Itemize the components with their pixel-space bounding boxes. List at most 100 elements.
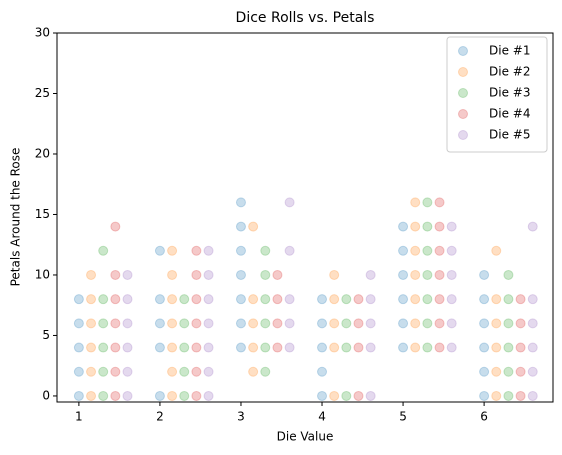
point — [434, 221, 445, 232]
legend-label: Die #4 — [489, 107, 530, 121]
point — [110, 318, 121, 329]
point — [284, 294, 295, 305]
y-tick-label: 30 — [35, 26, 50, 40]
point — [272, 269, 283, 280]
point — [479, 318, 490, 329]
point — [422, 342, 433, 353]
point — [167, 269, 178, 280]
point — [422, 269, 433, 280]
point — [98, 342, 109, 353]
point — [167, 390, 178, 401]
point — [317, 366, 328, 377]
point — [422, 294, 433, 305]
point — [179, 342, 190, 353]
point — [491, 318, 502, 329]
point — [491, 342, 502, 353]
point — [191, 390, 202, 401]
point — [329, 269, 340, 280]
point — [284, 197, 295, 208]
point — [260, 318, 271, 329]
y-tick-label: 0 — [42, 388, 50, 402]
point — [398, 221, 409, 232]
point — [284, 318, 295, 329]
point — [167, 318, 178, 329]
point — [410, 342, 421, 353]
point — [272, 342, 283, 353]
point — [235, 221, 246, 232]
point — [317, 390, 328, 401]
y-tick-label: 5 — [42, 328, 50, 342]
point — [446, 294, 457, 305]
point — [527, 294, 538, 305]
point — [341, 390, 352, 401]
point — [260, 366, 271, 377]
point — [284, 245, 295, 256]
point — [110, 269, 121, 280]
point — [491, 245, 502, 256]
x-axis-label: Die Value — [277, 430, 334, 444]
point — [503, 342, 514, 353]
point — [203, 294, 214, 305]
point — [167, 366, 178, 377]
point — [86, 390, 97, 401]
point — [434, 269, 445, 280]
point — [491, 294, 502, 305]
legend-marker — [458, 88, 468, 98]
point — [235, 342, 246, 353]
legend-label: Die #1 — [489, 44, 530, 58]
point — [317, 294, 328, 305]
point — [248, 221, 259, 232]
legend: Die #1 Die #2 Die #3 Die #4 Die #5 — [446, 36, 548, 153]
point — [446, 318, 457, 329]
point — [248, 342, 259, 353]
point — [191, 342, 202, 353]
legend-marker — [458, 109, 468, 119]
point — [503, 294, 514, 305]
point — [446, 221, 457, 232]
point — [515, 390, 526, 401]
point — [203, 366, 214, 377]
point — [73, 390, 84, 401]
point — [191, 294, 202, 305]
point — [235, 318, 246, 329]
point — [317, 318, 328, 329]
point — [410, 269, 421, 280]
point — [167, 342, 178, 353]
point — [434, 197, 445, 208]
point — [410, 197, 421, 208]
point — [73, 342, 84, 353]
point — [110, 366, 121, 377]
point — [122, 294, 133, 305]
point — [398, 294, 409, 305]
legend-marker — [458, 46, 468, 56]
point — [329, 342, 340, 353]
point — [122, 318, 133, 329]
point — [410, 221, 421, 232]
point — [527, 390, 538, 401]
y-tick-label: 25 — [35, 86, 50, 100]
point — [329, 294, 340, 305]
point — [86, 318, 97, 329]
point — [341, 342, 352, 353]
point — [527, 366, 538, 377]
point — [272, 318, 283, 329]
x-tick-label: 5 — [399, 410, 407, 424]
point — [86, 342, 97, 353]
y-tick-label: 10 — [35, 267, 50, 281]
point — [110, 342, 121, 353]
point — [191, 245, 202, 256]
point — [503, 318, 514, 329]
point — [365, 342, 376, 353]
point — [434, 294, 445, 305]
point — [479, 269, 490, 280]
point — [167, 294, 178, 305]
point — [329, 390, 340, 401]
point — [329, 318, 340, 329]
point — [422, 245, 433, 256]
point — [86, 294, 97, 305]
point — [353, 318, 364, 329]
point — [284, 342, 295, 353]
y-tick-label: 15 — [35, 207, 50, 221]
